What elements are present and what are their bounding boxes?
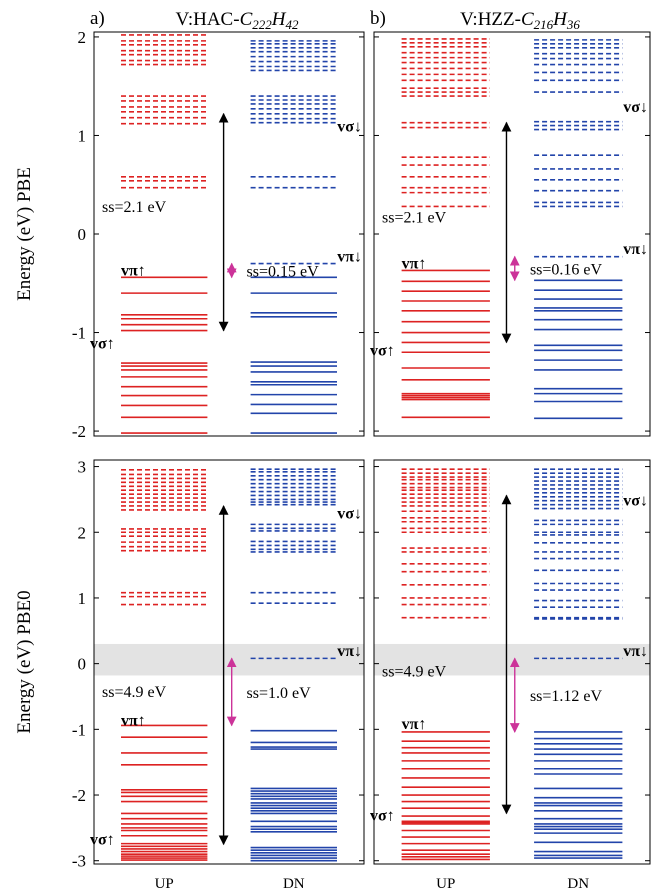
gap-label: ss=1.12 eV [530, 688, 603, 705]
state-label: vπ↓ [623, 241, 648, 258]
y-axis-label: Energy (eV) PBE0 [14, 590, 35, 733]
x-label-up: UP [155, 876, 174, 892]
panel-title: V:HAC-C222H42 [176, 9, 299, 32]
panel-label: b) [370, 8, 386, 29]
state-label: vσ↓ [337, 506, 362, 523]
plot-frame [93, 31, 365, 437]
y-tick-label: 1 [78, 589, 87, 608]
state-label: vσ↑ [370, 808, 395, 825]
ss-label: ss=2.1 eV [382, 210, 447, 227]
x-label-dn: DN [283, 876, 305, 892]
state-label: vπ↓ [337, 249, 362, 266]
y-tick-label: 2 [78, 523, 87, 542]
y-tick-label: -1 [72, 324, 86, 343]
state-label: vπ↑ [121, 262, 146, 279]
y-tick-label: 0 [78, 225, 87, 244]
state-label: vσ↑ [90, 831, 115, 848]
state-label: vπ↑ [402, 716, 427, 733]
state-label: vπ↓ [623, 643, 648, 660]
x-label-dn: DN [567, 876, 589, 892]
gap-label: ss=1.0 eV [247, 685, 312, 702]
x-label-up: UP [436, 876, 455, 892]
plot-frame [93, 459, 365, 865]
y-tick-label: 1 [78, 126, 87, 145]
state-label: vπ↑ [121, 712, 146, 729]
state-label: vσ↑ [90, 335, 115, 352]
y-tick-label: -2 [72, 786, 86, 805]
y-tick-label: -3 [72, 852, 86, 871]
gap-label: ss=0.16 eV [530, 261, 603, 278]
panel-b-pbe0: ss=4.9 eV ss=1.12 eV vπ↑ vσ↑ vπ↓ vσ↓ UP DN [370, 459, 651, 892]
y-tick-label: 2 [78, 28, 87, 47]
panel-a-pbe0: -3 -2 -1 0 1 2 3 ss=4.9 eV ss=1.0 eV vπ↑ vσ↑ vπ↓ vσ↓… [14, 458, 365, 892]
state-label: vσ↑ [370, 342, 395, 359]
state-label: vπ↓ [337, 643, 362, 660]
state-label: vσ↓ [623, 492, 648, 509]
panel-b-pbe: ss=2.1 eV ss=0.16 eV vπ↑ vσ↑ vπ↓ vσ↓ b) V:HZZ-C… [370, 8, 651, 437]
y-axis-label: Energy (eV) PBE [14, 167, 35, 301]
ss-label: ss=4.9 eV [102, 684, 167, 701]
y-tick-label: -1 [72, 720, 86, 739]
y-tick-label: 3 [78, 458, 87, 477]
panel-label: a) [90, 8, 105, 29]
ss-label: ss=4.9 eV [382, 663, 447, 680]
panel-title: V:HZZ-C216H36 [460, 9, 580, 32]
panel-a-pbe: -2 -1 0 1 2 ss=2.1 eV ss=0.15 eV vπ↑ vσ↑ vπ↓ vσ↓ a)… [14, 8, 365, 441]
plot-frame [373, 459, 651, 865]
state-label: vπ↑ [402, 256, 427, 273]
y-tick-label: -2 [72, 422, 86, 441]
ss-label: ss=2.1 eV [102, 199, 167, 216]
gap-label: ss=0.15 eV [247, 263, 320, 280]
fermi-band [94, 643, 364, 676]
state-label: vσ↓ [337, 119, 362, 136]
state-label: vσ↓ [623, 99, 648, 116]
y-tick-label: 0 [78, 655, 87, 674]
